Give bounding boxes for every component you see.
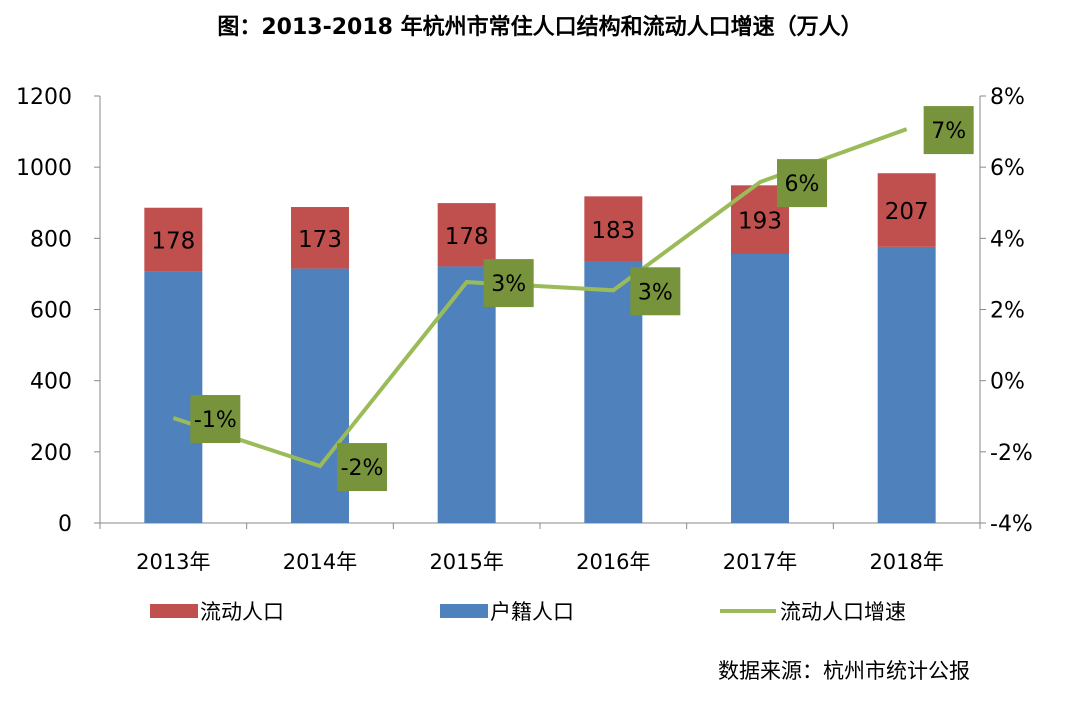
right-tick-label: 6% bbox=[990, 156, 1025, 181]
bar-label: 178 bbox=[151, 228, 195, 254]
bar-label: 178 bbox=[445, 224, 489, 250]
right-tick-label: -4% bbox=[990, 512, 1033, 537]
right-tick-label: 4% bbox=[990, 227, 1025, 252]
left-tick-label: 200 bbox=[30, 441, 72, 466]
source-note: 数据来源：杭州市统计公报 bbox=[718, 659, 970, 683]
left-tick-label: 0 bbox=[58, 512, 72, 537]
growth-label-box bbox=[630, 267, 681, 316]
legend-swatch bbox=[150, 604, 198, 618]
bar-liudong bbox=[144, 207, 203, 272]
growth-label-box bbox=[190, 395, 241, 444]
left-tick-label: 800 bbox=[30, 227, 72, 252]
left-tick-label: 1000 bbox=[16, 156, 72, 181]
legend-label: 流动人口增速 bbox=[780, 600, 906, 624]
growth-label-box bbox=[337, 443, 387, 492]
right-tick-label: 8% bbox=[990, 85, 1025, 110]
chart-title: 图：2013-2018 年杭州市常住人口结构和流动人口增速（万人） bbox=[217, 14, 862, 40]
right-tick-label: -2% bbox=[990, 441, 1033, 466]
growth-label: 7% bbox=[931, 119, 966, 144]
growth-label: -2% bbox=[341, 456, 384, 481]
x-tick-label: 2017年 bbox=[723, 550, 797, 574]
bar-liudong bbox=[291, 207, 349, 269]
bar-huji bbox=[877, 246, 936, 523]
x-tick-label: 2015年 bbox=[429, 550, 503, 574]
right-tick-label: 0% bbox=[990, 370, 1025, 395]
growth-label-box bbox=[483, 259, 534, 308]
x-tick-label: 2014年 bbox=[283, 550, 357, 574]
growth-label: 3% bbox=[638, 280, 673, 305]
left-tick-label: 400 bbox=[30, 370, 72, 395]
legend-label: 流动人口 bbox=[200, 600, 284, 624]
bar-label: 183 bbox=[591, 218, 635, 244]
bar-liudong bbox=[584, 196, 643, 262]
left-tick-label: 600 bbox=[30, 299, 72, 324]
bar-label: 207 bbox=[885, 199, 929, 225]
left-tick-label: 1200 bbox=[16, 85, 72, 110]
bar-liudong bbox=[437, 203, 496, 267]
legend-label: 户籍人口 bbox=[490, 600, 574, 624]
growth-label-box bbox=[923, 106, 974, 155]
x-tick-label: 2018年 bbox=[869, 550, 943, 574]
growth-label: -1% bbox=[194, 408, 237, 433]
x-tick-label: 2016年 bbox=[576, 550, 650, 574]
bar-liudong bbox=[877, 173, 936, 247]
growth-label-box bbox=[777, 159, 827, 208]
growth-label: 6% bbox=[785, 172, 820, 197]
bar-label: 173 bbox=[298, 227, 342, 253]
bar-huji bbox=[731, 253, 789, 524]
x-tick-label: 2013年 bbox=[136, 550, 210, 574]
legend-swatch bbox=[440, 604, 488, 618]
growth-label: 3% bbox=[491, 272, 526, 297]
bar-label: 193 bbox=[738, 209, 782, 235]
right-tick-label: 2% bbox=[990, 299, 1025, 324]
